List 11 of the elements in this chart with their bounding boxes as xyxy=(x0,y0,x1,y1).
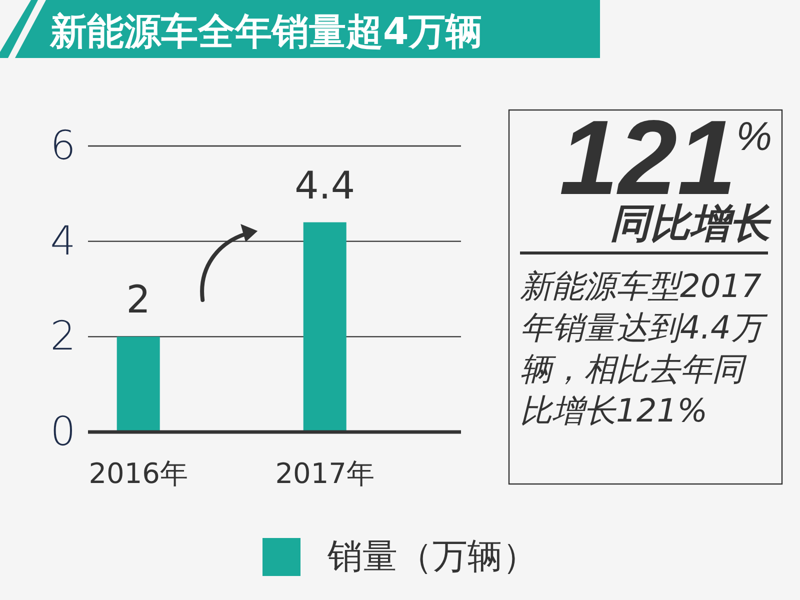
data-label: 4.4 xyxy=(294,163,356,208)
text: 新能源车型2017年销量达到4.4万辆，相比去年同比增长121% xyxy=(520,267,768,430)
data-label: 2 xyxy=(126,278,150,322)
chart-title: 新能源车全年销量超4万辆 xyxy=(49,10,483,53)
y-tick-label: 2 xyxy=(50,314,76,360)
x-tick-label: 2016年 xyxy=(88,457,188,490)
y-tick-label: 6 xyxy=(50,123,76,169)
y-tick-label: 4 xyxy=(50,218,76,264)
y-tick-label: 0 xyxy=(50,409,76,455)
legend-label: 销量（万辆） xyxy=(326,537,538,577)
x-tick-label: 2017年 xyxy=(275,457,374,490)
